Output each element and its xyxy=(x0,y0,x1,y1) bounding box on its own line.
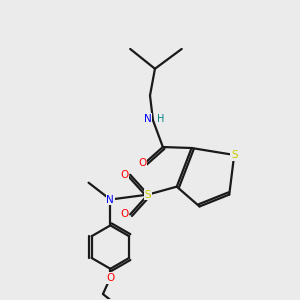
Text: O: O xyxy=(120,209,128,219)
Text: H: H xyxy=(157,114,164,124)
Text: N: N xyxy=(106,194,114,205)
Text: O: O xyxy=(106,273,115,283)
Text: N: N xyxy=(144,114,152,124)
Text: S: S xyxy=(231,150,238,160)
Text: O: O xyxy=(120,170,128,180)
Text: O: O xyxy=(138,158,146,168)
Text: S: S xyxy=(145,190,151,200)
